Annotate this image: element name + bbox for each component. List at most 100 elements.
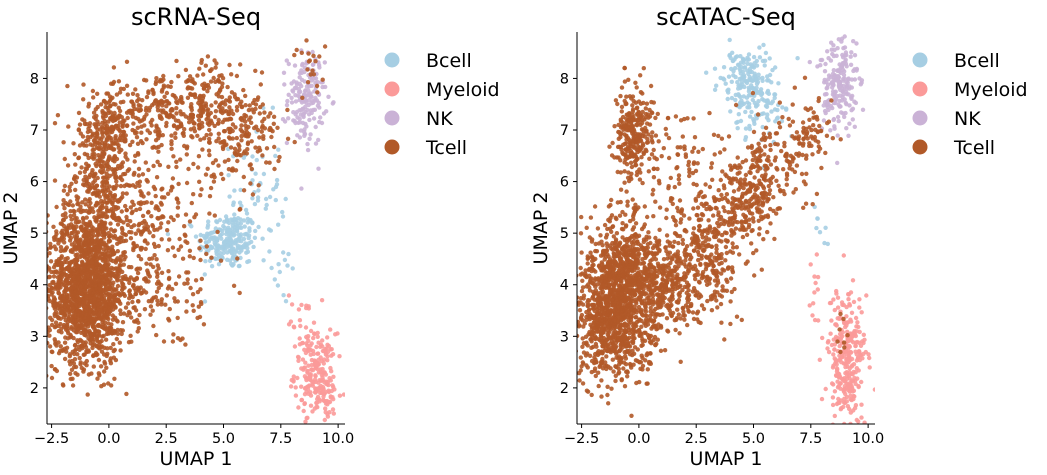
data-point: [169, 79, 174, 85]
data-point: [61, 322, 67, 328]
data-point: [273, 197, 278, 203]
data-point: [245, 147, 250, 152]
data-point: [199, 187, 204, 192]
data-point: [300, 106, 305, 112]
data-point: [67, 188, 73, 193]
x-tick-label: −2.5: [34, 431, 69, 447]
data-point: [159, 142, 164, 148]
data-point: [257, 111, 262, 116]
data-point: [108, 116, 114, 122]
data-point: [79, 314, 84, 319]
data-point: [104, 200, 109, 205]
data-point: [126, 183, 131, 188]
data-point: [738, 54, 743, 59]
data-point: [98, 102, 104, 107]
data-point: [63, 211, 68, 216]
data-point: [599, 394, 604, 399]
data-point: [90, 88, 96, 94]
data-point: [221, 240, 227, 246]
data-point: [50, 349, 55, 355]
data-point: [139, 193, 144, 198]
data-point: [110, 244, 115, 249]
data-point: [81, 304, 87, 309]
data-point: [104, 147, 109, 152]
data-point: [89, 318, 95, 324]
data-point: [81, 229, 86, 234]
data-point: [170, 108, 175, 113]
data-point: [186, 85, 191, 90]
y-tick-label: 7: [30, 123, 39, 139]
data-point: [142, 225, 147, 230]
data-point: [314, 83, 320, 89]
data-point: [150, 117, 155, 123]
data-point: [120, 160, 126, 165]
data-point: [134, 267, 139, 272]
data-point: [256, 224, 261, 230]
data-point: [208, 185, 214, 191]
data-point: [76, 110, 82, 116]
data-point: [84, 177, 89, 182]
data-point: [170, 92, 175, 98]
data-point: [81, 82, 86, 87]
data-point: [76, 201, 81, 206]
data-point: [156, 127, 161, 132]
data-point: [155, 302, 160, 307]
data-point: [846, 297, 851, 302]
data-point: [161, 73, 166, 79]
data-point: [830, 395, 836, 400]
data-point: [108, 199, 114, 204]
data-point: [257, 135, 262, 140]
data-point: [120, 328, 126, 333]
data-point: [845, 338, 850, 343]
data-point: [318, 355, 323, 360]
data-point: [122, 139, 127, 144]
data-point: [115, 216, 121, 221]
data-point: [282, 82, 287, 87]
data-point: [79, 165, 84, 170]
data-point: [114, 179, 119, 184]
data-point: [322, 60, 327, 65]
data-point: [36, 294, 40, 298]
data-point: [325, 335, 330, 340]
data-point: [280, 214, 286, 219]
data-point: [836, 17, 840, 21]
data-point: [201, 72, 206, 77]
data-point: [173, 281, 179, 286]
data-point: [156, 266, 161, 271]
data-point: [93, 171, 98, 176]
data-point: [735, 80, 740, 85]
data-point: [38, 305, 42, 309]
data-point: [23, 279, 27, 283]
data-point: [827, 300, 833, 306]
data-point: [146, 279, 151, 284]
data-point: [751, 54, 757, 60]
data-point: [117, 340, 123, 345]
data-point: [180, 100, 185, 105]
data-point: [247, 226, 252, 231]
data-point: [138, 245, 143, 251]
data-point: [812, 274, 817, 279]
data-point: [111, 141, 116, 146]
data-point: [79, 365, 85, 371]
data-point: [98, 301, 103, 306]
data-point: [38, 302, 42, 306]
data-point: [306, 59, 312, 64]
data-point: [97, 340, 103, 345]
data-point: [285, 263, 290, 268]
data-point: [94, 183, 100, 188]
data-point: [839, 39, 844, 44]
data-point: [64, 286, 70, 292]
data-point: [61, 140, 66, 145]
data-point: [832, 47, 837, 53]
data-point: [69, 325, 74, 330]
data-point: [199, 301, 204, 307]
data-point: [108, 345, 113, 351]
data-point: [124, 207, 129, 213]
x-tick-label: 0.0: [97, 431, 120, 447]
series-tcell: [23, 38, 328, 397]
data-point: [847, 303, 853, 308]
data-point: [822, 240, 827, 246]
data-point: [173, 118, 179, 123]
data-point: [233, 125, 238, 130]
data-point: [231, 283, 237, 288]
